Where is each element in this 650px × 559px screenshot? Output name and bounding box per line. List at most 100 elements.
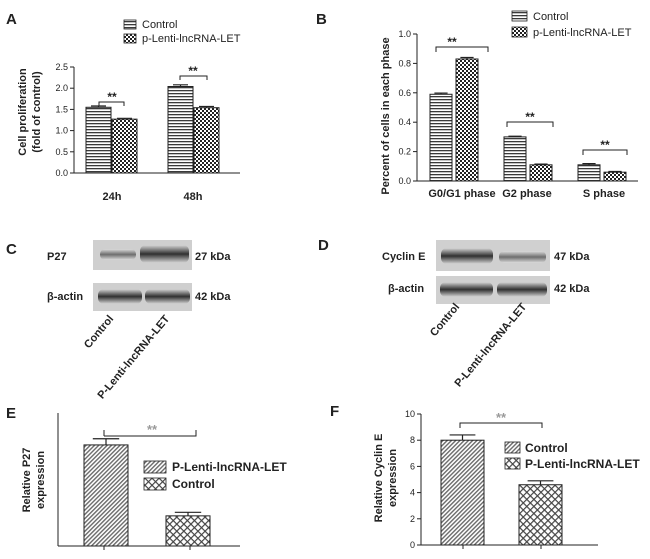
blot-d-row-label-cycline: Cyclin E — [382, 251, 425, 263]
legend-a-label-let: p-Lenti-lncRNA-LET — [142, 33, 241, 45]
bar-b-g2-control-error — [508, 135, 522, 137]
y-tick-label-a-5: 2.5 — [55, 62, 68, 72]
legend-e-label-control: Control — [172, 477, 215, 491]
y-tick-label-f-1: 2 — [410, 514, 415, 524]
bar-b-g0g1-control-error — [434, 92, 448, 95]
sig-label-e: ** — [147, 422, 158, 437]
blot-c-kda-p27: 27 kDa — [195, 251, 231, 263]
bar-b-s-control-error — [582, 163, 596, 165]
legend-a-label-control: Control — [142, 19, 177, 31]
blot-d-row-label-actin: β-actin — [388, 283, 424, 295]
x-tick-b-g2: G2 phase — [502, 188, 552, 200]
bar-a-24h-control — [85, 106, 112, 174]
y-tick-label-b-0: 0.0 — [398, 176, 411, 186]
bar-e-let-error — [92, 438, 120, 445]
bar-b-g2-let-error — [534, 163, 548, 165]
y-axis-label-b: Percent of cells in each phase — [380, 37, 392, 194]
bar-f-control-error — [449, 434, 476, 441]
bar-b-g0g1-control — [429, 93, 453, 182]
bar-e-let — [83, 444, 129, 547]
y-axis-label-f-line2: expression — [387, 449, 399, 507]
legend-b-label-control: Control — [533, 11, 568, 23]
bar-b-g0g1-let-error — [460, 56, 474, 59]
blot-d-band-cycline-control — [441, 248, 493, 264]
y-tick-label-f-5: 10 — [405, 409, 415, 419]
y-tick-label-b-4: 0.8 — [398, 58, 411, 68]
x-tick-b-s: S phase — [583, 188, 625, 200]
legend-b-swatch-let — [511, 26, 528, 38]
blot-c-lane-control: Control — [82, 313, 116, 351]
legend-f-swatch-let — [504, 457, 521, 470]
legend-a: Control p-Lenti-lncRNA-LET — [123, 19, 241, 45]
chart-e: Relative P27 expression ** P-Lenti-lncRN… — [21, 413, 287, 550]
blot-c-row-label-p27: P27 — [47, 251, 67, 263]
sig-bracket-b-g0g1 — [435, 46, 489, 52]
y-tick-label-b-2: 0.4 — [398, 117, 411, 127]
bar-b-s-control — [577, 164, 601, 182]
legend-f-label-let: P-Lenti-lncRNA-LET — [525, 457, 640, 471]
sig-bracket-b-s — [582, 149, 628, 155]
legend-b-swatch-control — [511, 10, 528, 22]
y-axis-label-a-line1: Cell proliferation — [17, 68, 29, 156]
bar-e-control — [165, 515, 211, 547]
bar-e-control-error — [174, 511, 202, 516]
bar-a-48h-let-error — [199, 105, 214, 108]
bar-b-g0g1-let — [455, 58, 479, 182]
bar-a-48h-control-error — [173, 84, 188, 87]
x-tick-a-48h: 48h — [184, 191, 203, 203]
blot-d-kda-actin: 42 kDa — [554, 283, 590, 295]
y-axis-label-e-line1: Relative P27 — [21, 448, 33, 513]
western-blot-c: P27 β-actin 27 kDa 42 kDa Control P-Lent… — [47, 240, 231, 401]
blot-c-band-actin-control — [98, 289, 142, 304]
sig-label-b-g2: ** — [525, 110, 535, 124]
y-tick-label-f-4: 8 — [410, 435, 415, 445]
y-tick-label-b-3: 0.6 — [398, 88, 411, 98]
legend-e: P-Lenti-lncRNA-LET Control — [143, 460, 287, 491]
sig-bracket-b-g2 — [506, 121, 554, 127]
bar-b-g2-control — [503, 136, 527, 182]
panel-label-e: E — [6, 405, 16, 422]
y-axis-label-e-line2: expression — [35, 451, 47, 509]
bar-f-control — [440, 439, 485, 546]
legend-e-label-let: P-Lenti-lncRNA-LET — [172, 460, 287, 474]
bar-b-s-let — [603, 171, 627, 182]
bar-a-48h-control — [167, 86, 194, 174]
panel-label-c: C — [6, 241, 17, 258]
legend-b: Control p-Lenti-lncRNA-LET — [511, 10, 632, 39]
sig-label-b-s: ** — [600, 138, 610, 152]
panel-label-b: B — [316, 11, 327, 28]
bar-a-48h-let — [193, 107, 220, 174]
bar-a-24h-control-error — [91, 105, 106, 108]
blot-d-band-actin-let — [497, 282, 547, 297]
blot-d-kda-cycline: 47 kDa — [554, 251, 590, 263]
blot-d-band-actin-control — [440, 282, 493, 297]
legend-f-label-control: Control — [525, 441, 568, 455]
legend-b-label-let: p-Lenti-lncRNA-LET — [533, 27, 632, 39]
blot-c-band-p27-let — [140, 245, 189, 263]
western-blot-d: Cyclin E β-actin 47 kDa 42 kDa Control P… — [382, 240, 590, 389]
blot-d-band-cycline-let — [499, 251, 546, 263]
blot-d-lane-let: P-Lenti-lncRNA-LET — [453, 301, 530, 389]
chart-a: Control p-Lenti-lncRNA-LET Cell prolifer… — [17, 19, 241, 203]
bar-b-s-let-error — [608, 170, 622, 173]
y-tick-label-a-2: 1.0 — [55, 126, 68, 136]
sig-bracket-a-24h — [98, 101, 125, 106]
y-tick-label-f-2: 4 — [410, 488, 415, 498]
y-axis-label-f-line1: Relative Cyclin E — [373, 434, 385, 523]
blot-c-row-label-actin: β-actin — [47, 291, 83, 303]
legend-e-swatch-let — [143, 460, 167, 474]
blot-c-band-actin-let — [145, 289, 190, 304]
sig-label-a-48h: ** — [188, 64, 198, 78]
x-tick-a-24h: 24h — [103, 191, 122, 203]
sig-bracket-a-48h — [179, 75, 208, 80]
y-tick-label-a-3: 1.5 — [55, 104, 68, 114]
legend-e-swatch-control — [143, 477, 167, 491]
y-tick-label-a-4: 2.0 — [55, 83, 68, 93]
legend-f: Control P-Lenti-lncRNA-LET — [504, 441, 640, 471]
y-tick-label-a-1: 0.5 — [55, 147, 68, 157]
blot-d-lane-control: Control — [428, 301, 462, 339]
bar-a-24h-let — [111, 118, 138, 174]
blot-c-kda-actin: 42 kDa — [195, 291, 231, 303]
panel-label-f: F — [330, 403, 339, 420]
